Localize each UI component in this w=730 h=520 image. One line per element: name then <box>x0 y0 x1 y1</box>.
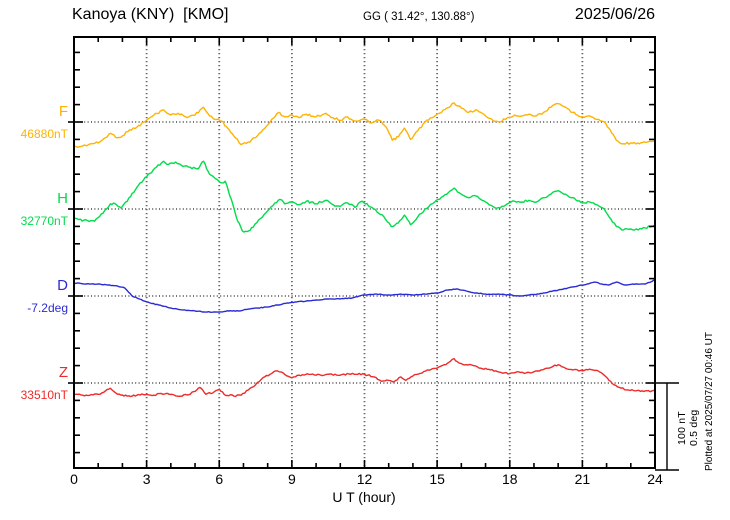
component-baseline-F: 46880nT <box>20 127 68 141</box>
station-title: Kanoya (KNY) [KMO] <box>72 6 229 23</box>
scale-bar-deg-label: 0.5 deg <box>688 409 700 447</box>
scale-bar-nt-label: 100 nT <box>676 411 688 445</box>
component-letter-D: D <box>57 277 68 294</box>
x-tick-label-15: 15 <box>429 471 445 487</box>
x-tick-label-18: 18 <box>501 471 518 487</box>
scale-bar-labels: 100 nT 0.5 deg <box>676 386 700 470</box>
x-tick-label-0: 0 <box>70 471 78 487</box>
x-tick-label-21: 21 <box>574 471 591 487</box>
component-baseline-H: 32770nT <box>20 214 68 228</box>
x-tick-label-6: 6 <box>215 471 224 487</box>
component-letter-H: H <box>57 190 68 207</box>
x-tick-label-3: 3 <box>142 471 151 487</box>
trace-Z <box>74 357 655 398</box>
x-tick-label-12: 12 <box>356 471 373 487</box>
trace-H <box>74 160 655 233</box>
component-letter-F: F <box>58 103 68 120</box>
trace-F <box>74 102 655 148</box>
component-baseline-D: -7.2deg <box>27 301 68 315</box>
component-baseline-Z: 33510nT <box>20 388 68 402</box>
x-axis-label: U T (hour) <box>332 489 396 505</box>
plot-date: 2025/06/26 <box>574 6 655 23</box>
x-tick-label-24: 24 <box>647 471 663 487</box>
component-letter-Z: Z <box>58 364 68 381</box>
plotted-at-note: Plotted at 2025/07/27 00:46 UT <box>704 332 715 471</box>
geographic-coords: GG ( 31.42°, 130.88°) <box>363 11 475 23</box>
x-tick-label-9: 9 <box>287 471 296 487</box>
trace-D <box>74 279 655 313</box>
